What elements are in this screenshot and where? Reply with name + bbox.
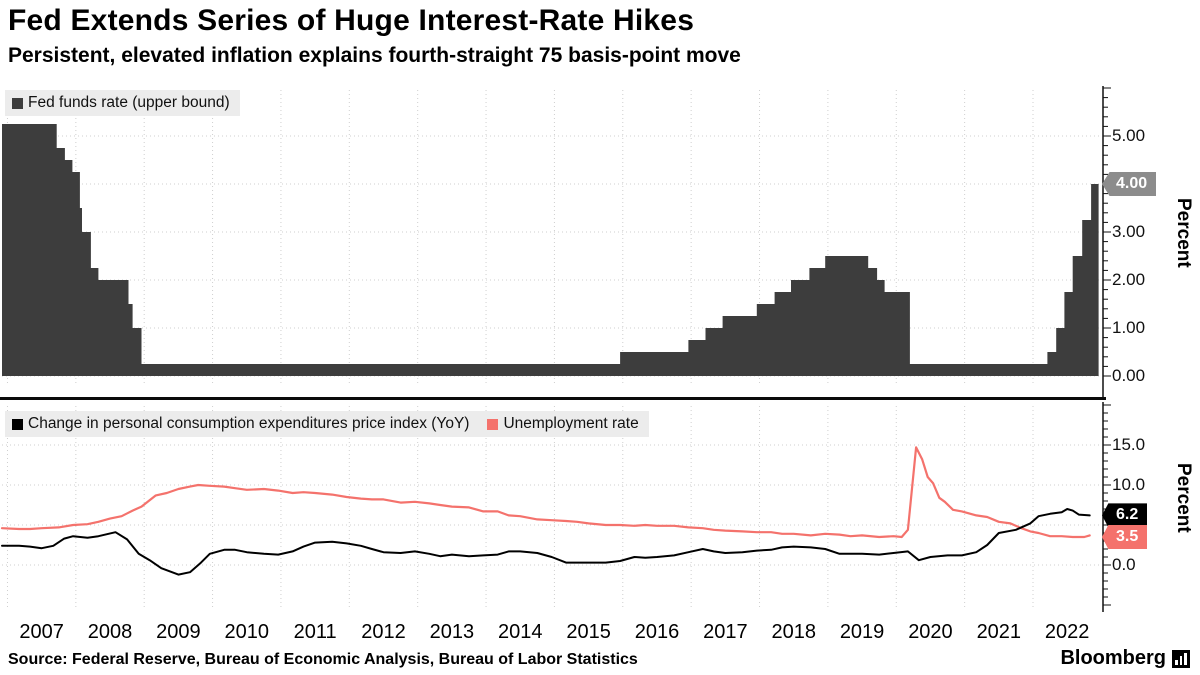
- fed-funds-area: [2, 124, 1099, 376]
- x-axis-label: 2022: [1044, 621, 1090, 643]
- panel-divider: [0, 397, 1106, 400]
- x-axis-label: 2007: [19, 621, 64, 643]
- chart-subtitle: Persistent, elevated inflation explains …: [8, 44, 741, 67]
- legend-swatch-icon: [12, 97, 23, 109]
- inflation-unemployment-chart: [0, 402, 1111, 612]
- bloomberg-chart-icon: [1172, 649, 1190, 668]
- legend-item-fed-funds: Fed funds rate (upper bound): [12, 94, 230, 112]
- pce-inflation-line: [1, 508, 1091, 576]
- legend-swatch-icon: [487, 418, 499, 430]
- x-axis-label: 2015: [566, 621, 611, 643]
- bloomberg-logo: Bloomberg: [1060, 647, 1190, 670]
- x-axis-label: 2013: [429, 621, 475, 643]
- x-axis-label: 2008: [87, 621, 133, 643]
- x-axis-label: 2010: [224, 621, 270, 643]
- bloomberg-wordmark: Bloomberg: [1060, 647, 1166, 669]
- x-axis-label: 2014: [497, 621, 543, 643]
- unemployment-line: [0, 446, 1091, 539]
- legend-top: Fed funds rate (upper bound): [5, 90, 240, 116]
- x-axis-label: 2019: [839, 621, 885, 643]
- legend-label: Change in personal consumption expenditu…: [28, 415, 470, 432]
- legend-item-unemployment: Unemployment rate: [487, 415, 639, 433]
- fed-funds-rate-chart: [2, 86, 1111, 397]
- x-axis-label: 2017: [703, 621, 748, 643]
- x-axis-label: 2012: [361, 621, 406, 643]
- x-axis-label: 2020: [908, 621, 953, 643]
- x-axis-label: 2009: [156, 621, 201, 643]
- legend-item-pce: Change in personal consumption expenditu…: [12, 415, 469, 433]
- legend-label: Fed funds rate (upper bound): [28, 94, 230, 111]
- legend-swatch-icon: [12, 418, 23, 430]
- legend-bottom: Change in personal consumption expenditu…: [5, 411, 649, 437]
- x-axis-label: 2021: [976, 621, 1022, 643]
- x-axis-label: 2016: [634, 621, 680, 643]
- chart-title: Fed Extends Series of Huge Interest-Rate…: [8, 4, 695, 37]
- x-axis-label: 2018: [771, 621, 816, 643]
- source-text: Source: Federal Reserve, Bureau of Econo…: [8, 651, 638, 668]
- x-axis-label: 2011: [293, 621, 337, 643]
- y-axis-title-bottom: Percent: [1173, 463, 1194, 533]
- y-axis-title-top: Percent: [1173, 198, 1194, 268]
- legend-label: Unemployment rate: [503, 415, 639, 432]
